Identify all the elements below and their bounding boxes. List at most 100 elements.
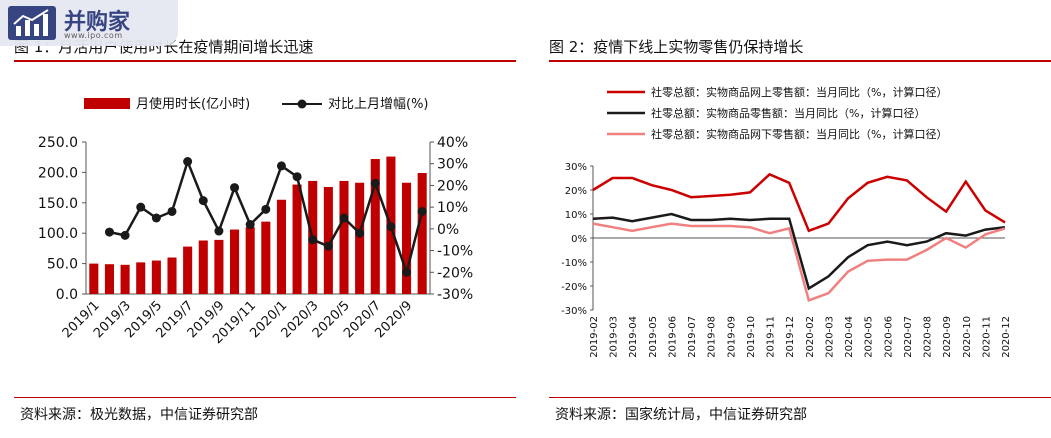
growth-point-2019/10 [230,183,240,193]
right-y-tick-label: 30% [437,157,468,173]
bar-2019/10 [230,229,240,294]
x-tick-label: 2019-12 [785,316,796,358]
bar-chart-icon [8,6,56,40]
growth-point-2020/1 [276,161,286,171]
growth-point-2020/10 [417,206,427,216]
x-tick-label: 2020-08 [923,316,934,358]
right-source-rule [549,397,1051,398]
x-tick-label: 2020-07 [903,316,914,358]
right-y-tick-label: -10% [437,244,473,260]
legend-label-line: 对比上月增幅(%) [328,97,429,112]
right-chart: 社零总额：实物商品网上零售额：当月同比（%，计算口径） 社零总额：实物商品零售额：… [561,85,1012,358]
bar-2019/6 [167,257,177,294]
right-y-tick-label: -20% [437,265,473,281]
x-tick-label: 2020-03 [824,316,835,358]
left-figure-panel: 图 1：月活用户使用时长在疫情期间增长迅速 月使用时长(亿小时) 对比上月增幅(%… [0,0,516,438]
x-tick-label: 2019-09 [726,316,737,358]
x-tick-label: 2020-10 [962,316,973,358]
growth-point-2020/6 [355,228,365,238]
x-tick-label: 2020-04 [844,316,855,358]
left-y-tick-label: 250.0 [38,135,78,151]
growth-point-2020/7 [370,178,380,188]
growth-point-2019/3 [120,230,130,240]
growth-point-2019/6 [167,206,177,216]
x-tick-label: 2020-05 [864,316,875,358]
y-tick-label: -20% [561,282,587,293]
left-y-tick-label: 50.0 [47,257,78,273]
bar-2020/6 [355,182,365,294]
right-y-tick-label: 40% [437,135,468,151]
watermark-logo: 并购家 www.ipo.com [0,0,178,46]
right-title-rule [549,60,1051,62]
legend-label-2: 社零总额：实物商品网下零售额：当月同比（%，计算口径） [651,127,947,141]
y-tick-label: 20% [565,186,587,197]
bar-2020/2 [292,184,302,294]
watermark-title: 并购家 [64,10,131,35]
growth-point-2019/8 [198,196,208,206]
bar-2019/9 [214,239,224,294]
y-tick-label: -10% [561,258,587,269]
bar-2019/4 [136,262,146,294]
x-tick-label: 2020-02 [805,316,816,358]
bar-2019/7 [183,246,193,294]
x-tick-label: 2019-07 [687,316,698,358]
bar-2019/1 [89,263,99,294]
bar-2020/9 [402,182,412,294]
right-figure-title: 图 2：疫情下线上实物零售仍保持增长 [549,38,804,56]
x-tick-label: 2020-12 [1001,316,1012,358]
growth-point-2019/7 [183,157,193,167]
growth-point-2020/4 [323,241,333,251]
x-tick-label: 2019-10 [746,316,757,358]
right-y-tick-label: -30% [437,287,473,303]
bar-2019/2 [104,264,114,294]
legend-swatch-bar [84,98,130,109]
growth-point-2020/2 [292,172,302,182]
x-tick-label: 2019-03 [609,316,620,358]
growth-point-2020/9 [402,267,412,277]
growth-point-2019/5 [151,213,161,223]
growth-point-2020/5 [339,213,349,223]
y-tick-label: 10% [565,210,587,221]
growth-point-2019/2 [104,227,114,237]
bar-2020/10 [417,173,427,294]
bar-2019/3 [120,264,130,294]
x-tick-label: 2019-08 [707,316,718,358]
left-chart: 月使用时长(亿小时) 对比上月增幅(%) 0.0 50.0 100.0 150.0 200.… [38,96,473,347]
growth-point-2019/9 [214,226,224,236]
left-source-rule [14,397,516,398]
growth-point-2019/11 [245,220,255,230]
legend-marker-line [297,99,307,109]
series-line-0 [592,172,1006,233]
legend-label-0: 社零总额：实物商品网上零售额：当月同比（%，计算口径） [651,85,947,99]
right-y-tick-label: 20% [437,178,468,194]
growth-point-2019/4 [136,202,146,212]
bar-2020/1 [276,199,286,294]
y-tick-label: 0% [571,234,587,245]
x-tick-label: 2020-09 [942,316,953,358]
x-tick-label: 2019-06 [667,316,678,358]
right-source-note: 资料来源：国家统计局，中信证券研究部 [555,407,807,423]
left-source-note: 资料来源：极光数据，中信证券研究部 [20,407,258,423]
growth-point-2020/8 [386,222,396,232]
left-title-rule [14,60,516,62]
x-tick-label: 2020-11 [981,316,992,358]
growth-point-2020/3 [308,235,318,245]
bar-2019/8 [198,240,208,294]
bar-2020/4 [323,186,333,294]
left-y-tick-label: 200.0 [38,165,78,181]
legend-label-bar: 月使用时长(亿小时) [136,96,250,112]
growth-point-2019/12 [261,204,271,214]
right-figure-panel: 图 2：疫情下线上实物零售仍保持增长 社零总额：实物商品网上零售额：当月同比（%… [535,0,1051,438]
x-tick-label: 2020-06 [883,316,894,358]
x-tick-label: 2019-05 [648,316,659,358]
bar-2019/12 [261,221,271,294]
series-line-2 [592,222,1006,303]
right-y-tick-label: 10% [437,200,468,216]
legend-label-1: 社零总额：实物商品零售额：当月同比（%，计算口径） [651,106,925,120]
bar-2019/5 [151,260,161,294]
x-tick-label: 2019-04 [628,316,639,358]
bar-2020/5 [339,180,349,294]
left-y-tick-label: 0.0 [56,287,78,303]
x-tick-label: 2019-11 [766,316,777,358]
y-tick-label: 30% [565,162,587,173]
